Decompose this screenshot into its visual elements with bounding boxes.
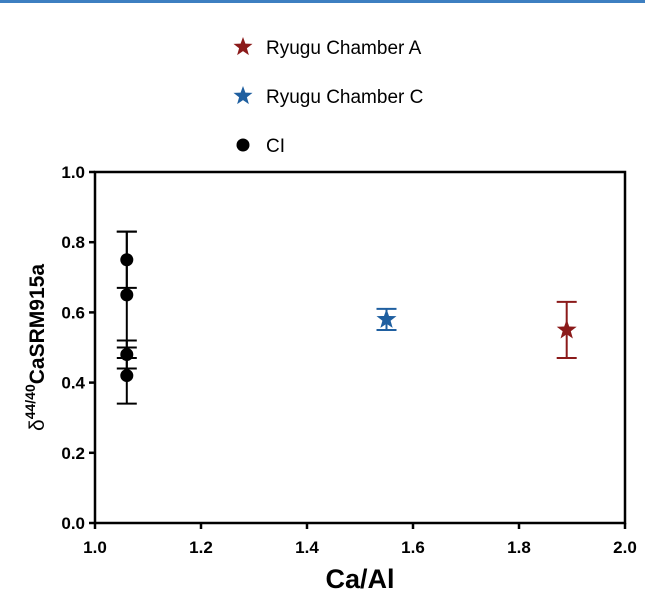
legend-circle-icon [236, 138, 250, 152]
y-tick-label: 0.4 [61, 374, 85, 393]
x-tick-label: 1.6 [401, 538, 425, 557]
legend-label: Ryugu Chamber C [266, 87, 423, 108]
data-point-circle [120, 369, 134, 383]
series-ryugu-chamber-a [556, 300, 577, 360]
y-tick-label: 1.0 [61, 163, 85, 182]
y-tick-label: 0.8 [61, 233, 85, 252]
legend-label: CI [266, 136, 285, 157]
data-point-star [556, 319, 577, 339]
x-tick-label: 1.8 [507, 538, 531, 557]
y-axis-title: δ44/40CaSRM915a [22, 264, 49, 431]
legend-item: Ryugu Chamber A [233, 37, 422, 59]
legend-star-icon [233, 86, 253, 105]
legend-label: Ryugu Chamber A [266, 38, 422, 59]
y-tick-label: 0.6 [61, 303, 85, 322]
y-tick-label: 0.0 [61, 514, 85, 533]
series-ryugu-chamber-c [376, 307, 397, 331]
top-rule [0, 0, 645, 3]
x-axis-title: Ca/Al [325, 564, 394, 594]
plot-frame [93, 170, 627, 525]
x-tick-label: 1.2 [189, 538, 213, 557]
y-axis-superscript: 44/40 [22, 384, 38, 419]
y-axis-delta: δ [26, 419, 49, 431]
legend-item: CI [236, 136, 285, 157]
y-axis-main: CaSRM915a [26, 264, 49, 385]
x-tick-label: 2.0 [613, 538, 637, 557]
x-tick-label: 1.4 [295, 538, 319, 557]
data-point-circle [120, 288, 134, 302]
y-tick-label: 0.2 [61, 444, 85, 463]
series-ci [116, 230, 137, 405]
x-tick-label: 1.0 [83, 538, 107, 557]
legend-star-icon [233, 37, 253, 56]
legend-item: Ryugu Chamber C [233, 86, 423, 108]
data-point-star [376, 308, 397, 328]
